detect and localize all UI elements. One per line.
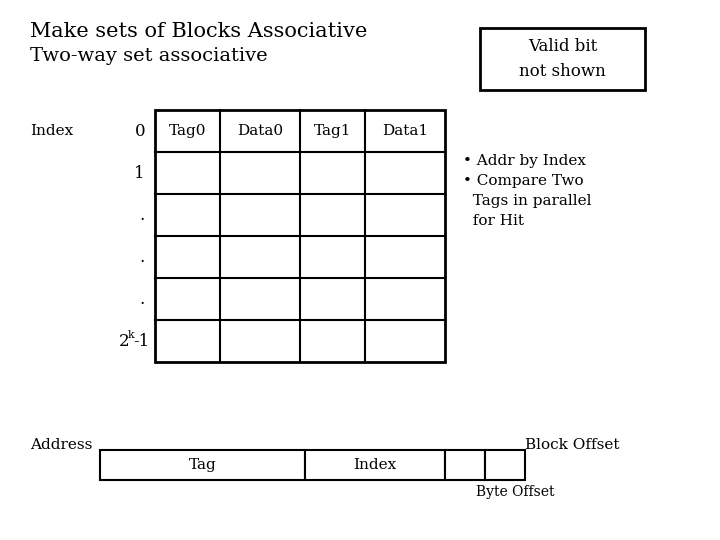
Text: Tag0: Tag0 — [168, 124, 206, 138]
Text: 2: 2 — [119, 333, 130, 349]
Text: Tags in parallel: Tags in parallel — [463, 194, 592, 208]
Text: .: . — [140, 291, 145, 307]
Bar — [100, 450, 305, 480]
Bar — [445, 450, 485, 480]
Text: Data0: Data0 — [237, 124, 283, 138]
Text: .: . — [140, 248, 145, 266]
Text: Address: Address — [30, 438, 92, 452]
Text: .: . — [140, 206, 145, 224]
Text: 0: 0 — [135, 123, 145, 139]
Text: for Hit: for Hit — [463, 214, 524, 228]
Bar — [485, 450, 525, 480]
Text: Index: Index — [30, 124, 73, 138]
Bar — [305, 450, 445, 480]
Text: Tag: Tag — [189, 458, 217, 472]
Text: 1: 1 — [135, 165, 145, 181]
Bar — [480, 28, 645, 90]
Text: Index: Index — [354, 458, 397, 472]
Bar — [155, 110, 445, 362]
Text: Make sets of Blocks Associative: Make sets of Blocks Associative — [30, 22, 367, 41]
Text: Tag1: Tag1 — [314, 124, 351, 138]
Text: • Addr by Index: • Addr by Index — [463, 154, 586, 168]
Text: Block Offset: Block Offset — [525, 438, 619, 452]
Text: Valid bit
not shown: Valid bit not shown — [519, 38, 606, 80]
Text: Data1: Data1 — [382, 124, 428, 138]
Text: • Compare Two: • Compare Two — [463, 174, 584, 188]
Text: Byte Offset: Byte Offset — [476, 485, 554, 499]
Text: -1: -1 — [133, 333, 149, 349]
Text: k: k — [128, 330, 135, 340]
Text: Two-way set associative: Two-way set associative — [30, 47, 268, 65]
